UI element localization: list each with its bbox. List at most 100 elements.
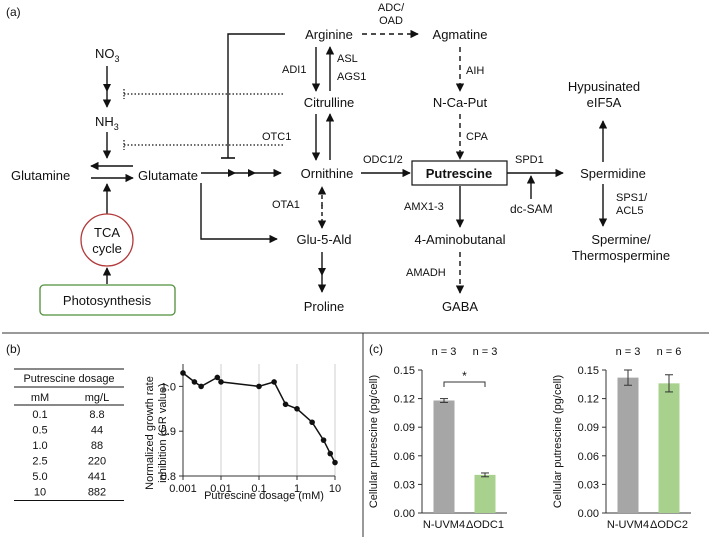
hypusinated-label-2: eIF5A <box>587 95 622 110</box>
data-point <box>191 379 198 385</box>
bar <box>658 383 680 513</box>
table-cell: 0.1 <box>32 409 47 421</box>
y-tick-label: 0.09 <box>578 422 599 434</box>
growth-inhibition-chart: Normalized growth rate inhibition (GR va… <box>144 364 341 502</box>
data-point <box>198 383 204 390</box>
panel-c: (c) Cellular putrescine (pg/cell) 0.00 0.0… <box>368 342 691 531</box>
table-cell: 220 <box>88 456 106 468</box>
ota1-enzyme: OTA1 <box>272 199 300 211</box>
data-point <box>218 379 224 385</box>
n-label: n = 3 <box>473 346 498 358</box>
acl5-enzyme: ACL5 <box>616 205 644 217</box>
category-label: ΔODC1 <box>466 519 504 531</box>
chart-b-xlabel-text: Putrescine dosage (mM) <box>204 490 324 502</box>
ags1-enzyme: AGS1 <box>337 71 366 83</box>
y-tick-label: 0.00 <box>394 508 415 520</box>
panel-a-label: (a) <box>6 5 21 19</box>
odc12-enzyme: ODC1/2 <box>363 154 403 166</box>
arginine-node: Arginine <box>305 27 353 42</box>
bar <box>474 474 496 513</box>
panel-c-label: (c) <box>369 342 383 356</box>
data-point <box>271 379 277 385</box>
data-point <box>327 450 334 457</box>
dcsam-node: dc-SAM <box>510 202 553 216</box>
panel-a: (a) NO3 NH3 Glutamine Glutamate TCA cycl… <box>6 2 670 316</box>
data-point <box>256 383 262 390</box>
x-tick-label: 10 <box>329 483 341 495</box>
adc-oad-enzyme-2: OAD <box>379 15 403 27</box>
cpa-enzyme: CPA <box>466 131 488 143</box>
putrescine-box <box>411 160 508 186</box>
panel-b-label: (b) <box>6 342 21 356</box>
data-point <box>320 437 327 443</box>
glutamate-node: Glutamate <box>138 168 198 183</box>
n-label: n = 3 <box>432 346 457 358</box>
ornithine-node: Ornithine <box>301 166 354 181</box>
y-tick-label: 0.00 <box>578 508 599 520</box>
asl-enzyme: ASL <box>337 53 358 65</box>
n-label: n = 3 <box>616 346 641 358</box>
glutamine-node: Glutamine <box>11 168 70 183</box>
y-tick-label: 0.15 <box>394 365 415 377</box>
gaba-node: GABA <box>442 299 478 314</box>
amadh-enzyme: AMADH <box>406 267 446 279</box>
photosynthesis-label: Photosynthesis <box>63 293 152 308</box>
arrowhead-mid <box>318 268 326 276</box>
table-cell: 8.8 <box>89 409 104 421</box>
nh3-node: NH3 <box>95 114 119 132</box>
arrow-glutamate-glu5ald <box>200 183 278 244</box>
table-cell: 88 <box>91 440 103 452</box>
y-tick-label: 0.8 <box>161 471 176 483</box>
x-tick-label: 0.001 <box>169 483 197 495</box>
citrulline-node: Citrulline <box>304 95 355 110</box>
data-point <box>180 370 186 376</box>
y-tick-label: 0.9 <box>161 426 176 438</box>
significance-bracket <box>443 381 486 387</box>
sps1-enzyme: SPS1/ <box>616 192 648 204</box>
data-point <box>214 374 221 381</box>
putrescine-bar-chart-odc1: Cellular putrescine (pg/cell) 0.00 0.03 0.0… <box>368 346 507 531</box>
hypusinated-label-1: Hypusinated <box>568 79 640 94</box>
spd1-enzyme: SPD1 <box>515 154 544 166</box>
y-axis-label: Cellular putrescine (pg/cell) <box>368 375 380 508</box>
significance-marker: * <box>462 369 467 383</box>
agmatine-node: Agmatine <box>433 27 488 42</box>
bar <box>617 377 639 513</box>
table-cell: 44 <box>91 425 103 437</box>
data-point <box>294 406 300 412</box>
bar <box>433 400 455 513</box>
putrescine-bar-chart-odc2: Cellular putrescine (pg/cell) 0.00 0.03 0.0… <box>552 346 691 531</box>
y-tick-label: 0.12 <box>394 394 415 406</box>
spermine-label-2: Thermospermine <box>572 248 670 263</box>
table-cell: 5.0 <box>32 471 47 483</box>
adi1-enzyme: ADI1 <box>282 64 306 76</box>
category-label: ΔODC2 <box>650 519 688 531</box>
category-label: N-UVM4 <box>607 519 649 531</box>
chart-b-ylabel-2: inhibition (GR value) <box>157 383 169 483</box>
glu5ald-node: Glu-5-Ald <box>297 232 352 247</box>
y-tick-label: 0.15 <box>578 365 599 377</box>
y-axis-label: Cellular putrescine (pg/cell) <box>552 375 564 508</box>
table-cell: 10 <box>34 487 46 499</box>
y-tick-label: 0.09 <box>394 422 415 434</box>
category-label: N-UVM4 <box>423 519 465 531</box>
adc-oad-enzyme-1: ADC/ <box>378 2 405 14</box>
x-tick-label: 1 <box>294 483 300 495</box>
table-header: mg/L <box>85 392 109 404</box>
y-tick-label: 0.12 <box>578 394 599 406</box>
inhibition-arginine-glutamate <box>227 33 285 158</box>
no3-node: NO3 <box>95 46 120 64</box>
spermine-label-1: Spermine/ <box>591 232 651 247</box>
amx13-enzyme: AMX1-3 <box>404 201 444 213</box>
otc1-enzyme: OTC1 <box>262 131 291 143</box>
table-cell: 882 <box>88 487 106 499</box>
y-tick-label: 1.0 <box>161 381 176 393</box>
chart-b-ylabel-1: Normalized growth rate <box>144 376 156 490</box>
putrescine-node: Putrescine <box>426 166 492 181</box>
aminobutanal-node: 4-Aminobutanal <box>414 232 505 247</box>
table-title: Putrescine dosage <box>23 373 114 385</box>
y-tick-label: 0.06 <box>394 451 415 463</box>
x-tick-label: 0.01 <box>210 483 231 495</box>
arrowhead-mid <box>103 84 111 92</box>
